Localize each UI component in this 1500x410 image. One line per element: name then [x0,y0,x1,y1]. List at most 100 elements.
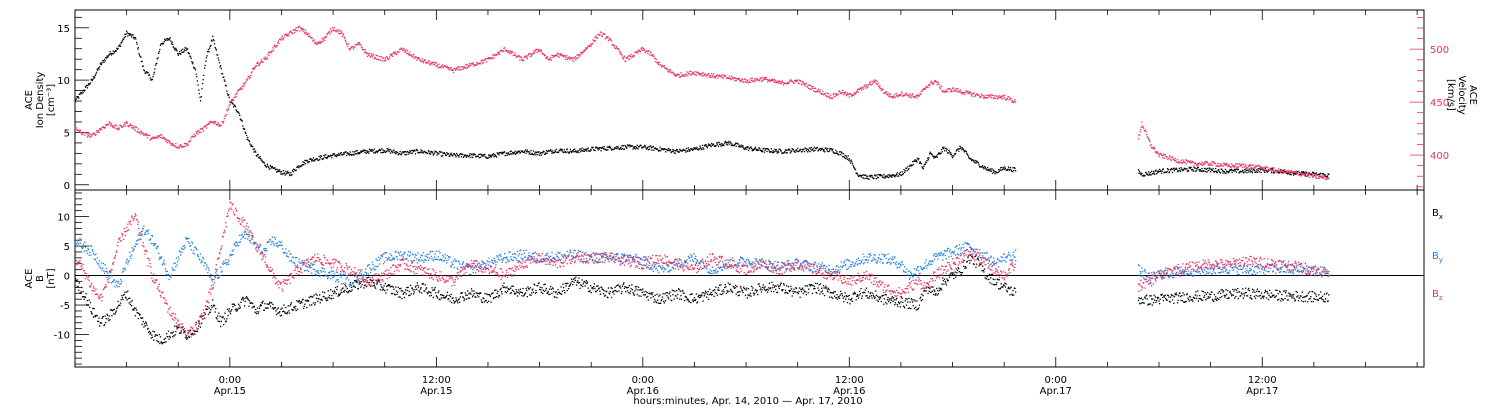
data-point [379,149,382,151]
data-point [1193,164,1195,166]
data-point [1313,173,1315,175]
data-point [393,149,395,151]
data-point [790,151,792,153]
data-point [419,291,421,293]
data-point [704,73,707,75]
data-point [285,33,287,35]
data-point [296,300,298,302]
data-point [245,132,247,134]
data-point [235,109,237,111]
data-point [234,308,237,310]
data-point [649,293,651,295]
data-point [736,78,738,80]
data-point [391,151,393,153]
data-point [695,298,697,301]
data-point [490,154,492,156]
data-point [510,51,512,53]
data-point [392,292,394,295]
data-point [597,285,599,287]
data-point [315,41,317,43]
data-point [78,289,80,291]
data-point [718,289,720,291]
data-point [691,148,693,150]
data-point [733,286,735,288]
data-point [365,52,367,54]
data-point [408,294,410,297]
data-point [794,150,796,152]
data-point [260,304,262,306]
data-point [142,320,144,323]
data-point [313,160,315,162]
data-point [264,58,266,61]
data-point [774,148,776,150]
data-point [725,292,728,295]
data-point [935,156,937,158]
data-point [830,94,832,96]
data-point [366,281,368,283]
data-point [368,152,370,154]
data-point [585,47,587,49]
data-point [422,62,425,64]
data-point [814,90,816,93]
data-point [668,298,670,300]
data-point [284,174,286,176]
data-point [725,286,727,288]
data-point [328,31,330,33]
data-point [186,337,189,339]
data-point [1227,165,1230,167]
data-point [818,88,820,90]
data-point [810,84,812,87]
data-point [899,173,901,176]
data-point [1214,170,1216,173]
data-point [679,298,681,300]
data-point [239,88,241,90]
data-point [406,150,409,153]
data-point [519,152,522,154]
data-point [956,88,958,90]
data-point [315,293,317,295]
data-point [220,124,222,126]
data-point [813,146,815,149]
data-point [902,173,904,176]
data-point [845,95,847,97]
data-point [631,56,634,58]
data-point [540,154,543,156]
data-point [890,95,892,97]
data-point [78,130,80,132]
data-point [400,290,402,292]
data-point [572,283,574,286]
data-point [653,149,655,151]
data-point [398,153,401,155]
data-point [698,294,700,296]
data-point [819,91,821,94]
data-point [573,151,575,153]
data-point [81,296,84,298]
data-point [695,74,697,76]
data-point [308,296,310,299]
data-point [310,158,312,160]
data-point [861,89,863,91]
data-point [582,51,584,53]
data-point [1305,175,1307,178]
data-point [898,173,900,175]
data-point [590,292,592,294]
data-point [1227,165,1229,167]
data-point [273,45,275,47]
data-point [144,325,146,327]
data-point [99,66,101,68]
data-point [426,292,428,294]
data-point [1010,169,1012,171]
data-point [223,318,225,320]
data-point [259,305,261,307]
data-point [897,175,900,177]
data-point [735,145,737,147]
data-point [763,77,765,79]
data-point [392,55,394,57]
data-point [764,149,766,151]
data-point [983,165,986,168]
data-point [293,32,296,34]
data-point [1178,167,1180,169]
data-point [160,341,162,343]
data-point [478,157,481,159]
data-point [218,62,221,64]
